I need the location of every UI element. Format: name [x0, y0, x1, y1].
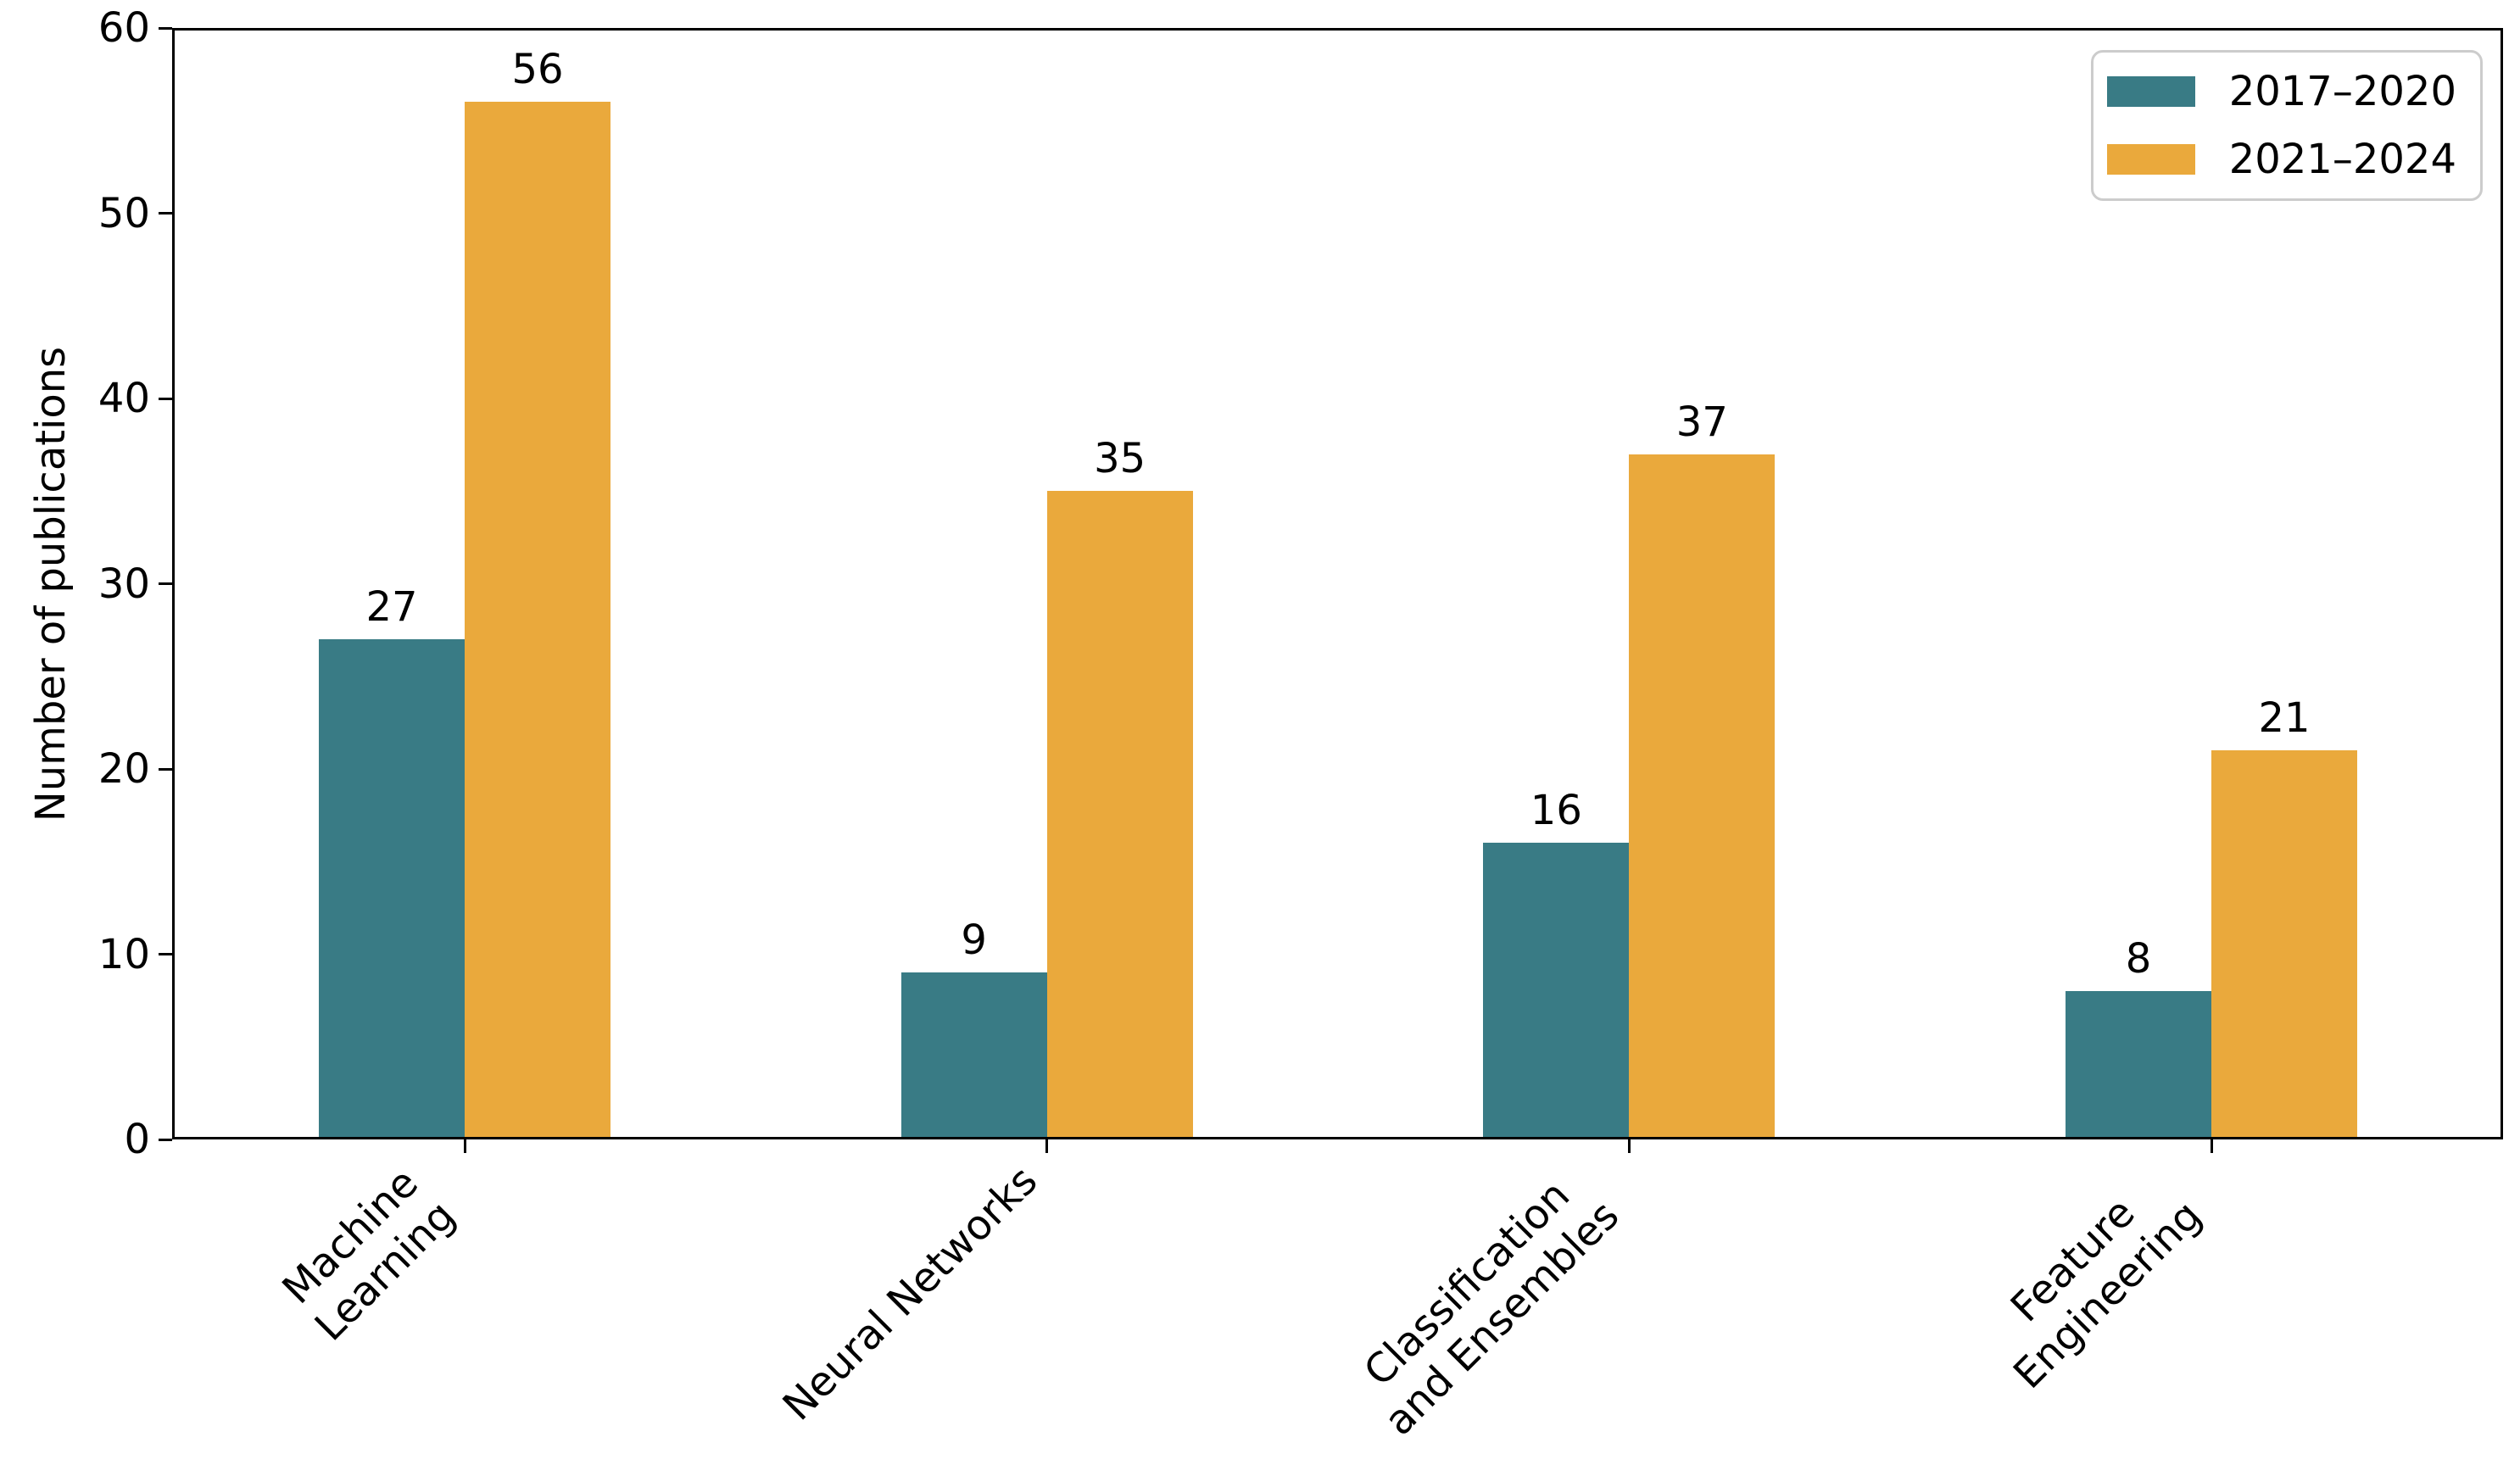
legend-label-2017-2020: 2017–2020 — [2228, 68, 2456, 115]
value-label-2017-2020-machine-learning: 27 — [365, 583, 418, 632]
bar-2017-2020-machine-learning — [319, 639, 465, 1139]
y-tick-label-60: 60 — [98, 4, 150, 52]
y-tick-60 — [159, 26, 172, 30]
value-label-2021-2024-feature-engineering: 21 — [2258, 694, 2311, 743]
bar-2021-2024-classification-and-ensembles — [1629, 454, 1776, 1139]
x-tick-machine-learning — [463, 1139, 466, 1153]
y-tick-40 — [159, 397, 172, 400]
y-tick-label-40: 40 — [98, 375, 150, 422]
bar-2021-2024-feature-engineering — [2211, 750, 2357, 1139]
bar-2021-2024-neural-networks — [1046, 491, 1193, 1139]
legend-swatch-2021-2024 — [2106, 144, 2195, 175]
value-label-2017-2020-neural-networks: 9 — [961, 916, 987, 965]
bar-2017-2020-feature-engineering — [2066, 991, 2211, 1139]
value-label-2017-2020-classification-and-ensembles: 16 — [1530, 787, 1582, 835]
value-label-2021-2024-classification-and-ensembles: 37 — [1675, 398, 1728, 446]
y-tick-label-20: 20 — [98, 745, 150, 793]
legend-row-2017-2020: 2017–2020 — [2106, 66, 2456, 117]
x-tick-neural-networks — [1045, 1139, 1049, 1153]
y-tick-label-0: 0 — [124, 1116, 150, 1163]
legend-row-2021-2024: 2021–2024 — [2106, 134, 2456, 185]
value-label-2021-2024-neural-networks: 35 — [1094, 435, 1146, 483]
y-tick-20 — [159, 767, 172, 771]
value-label-2021-2024-machine-learning: 56 — [511, 46, 564, 94]
y-tick-label-30: 30 — [98, 560, 150, 608]
bar-2017-2020-classification-and-ensembles — [1483, 843, 1630, 1139]
y-axis-title: Number of publications — [27, 346, 75, 822]
category-label-machine-learning: Machine Learning — [272, 1159, 465, 1351]
category-label-neural-networks: Neural Networks — [773, 1156, 1046, 1430]
y-tick-30 — [159, 582, 172, 585]
legend-label-2021-2024: 2021–2024 — [2228, 136, 2456, 183]
x-tick-feature-engineering — [2210, 1139, 2213, 1153]
legend: 2017–2020 2021–2024 — [2090, 50, 2483, 201]
y-tick-0 — [159, 1138, 172, 1141]
y-tick-label-50: 50 — [98, 189, 150, 237]
x-tick-classification-and-ensembles — [1627, 1139, 1631, 1153]
legend-swatch-2017-2020 — [2106, 76, 2195, 107]
bar-2017-2020-neural-networks — [900, 972, 1047, 1139]
y-tick-label-10: 10 — [98, 930, 150, 978]
category-label-feature-engineering: Feature Engineering — [2001, 1189, 2211, 1398]
bar-2021-2024-machine-learning — [465, 102, 610, 1139]
y-tick-10 — [159, 953, 172, 955]
category-label-classification-and-ensembles: Classification and Ensembles — [1355, 1171, 1629, 1446]
y-tick-50 — [159, 212, 172, 214]
value-label-2017-2020-feature-engineering: 8 — [2125, 935, 2152, 983]
